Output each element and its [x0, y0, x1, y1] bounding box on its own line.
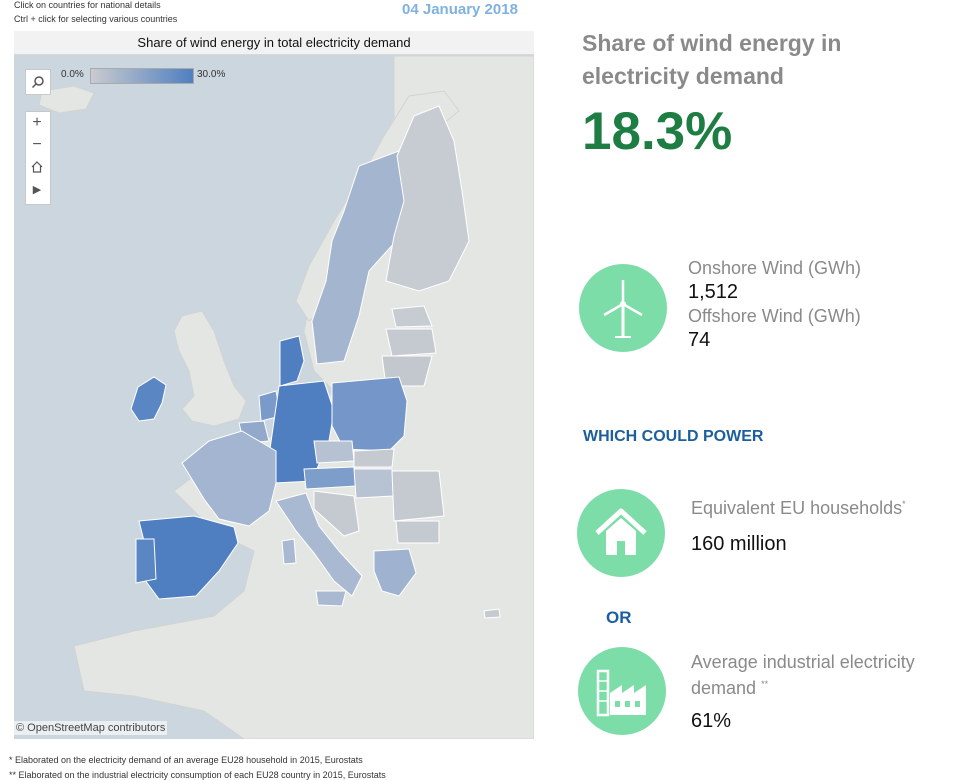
country-hungary [353, 468, 395, 499]
footnote-industrial: ** Elaborated on the industrial electric… [9, 770, 386, 780]
offshore-label: Offshore Wind (GWh) [688, 306, 861, 326]
country-latvia [385, 328, 437, 357]
households-value: 160 million [691, 533, 787, 555]
country-france [181, 430, 277, 527]
search-icon [31, 76, 44, 89]
land-britain [173, 310, 247, 427]
legend-min-label: 0.0% [61, 69, 84, 80]
households-label: Equivalent EU households* [691, 498, 906, 519]
legend-color-bar [90, 68, 194, 84]
wind-turbine-badge [579, 264, 667, 352]
industrial-label-line1: Average industrial electricity [691, 652, 915, 672]
country-romania [391, 470, 445, 522]
zoom-out-button[interactable]: − [26, 134, 48, 156]
country-slovenia-croatia [313, 490, 360, 537]
play-button[interactable]: ▶ [26, 179, 48, 201]
map-attribution[interactable]: © OpenStreetMap contributors [14, 721, 168, 735]
country-sicily [315, 590, 347, 607]
country-greece [373, 548, 417, 597]
country-bulgaria [395, 520, 440, 544]
industrial-label: demand ** [691, 678, 768, 699]
wind-share-value: 18.3% [582, 102, 733, 161]
summary-title: Share of wind energy in electricity dema… [582, 30, 842, 89]
industrial-value: 61% [691, 710, 732, 732]
country-portugal [135, 538, 157, 584]
industrial-label-line2: demand [691, 678, 757, 698]
country-estonia [391, 305, 433, 328]
industry-badge [578, 647, 666, 735]
factory-icon [596, 669, 646, 717]
could-power-heading: WHICH COULD POWER [583, 428, 764, 445]
date-label: 04 January 2018 [402, 1, 518, 18]
household-badge [577, 489, 665, 577]
home-icon [31, 161, 43, 173]
or-label: OR [606, 608, 632, 627]
industrial-footnote-mark: ** [761, 679, 769, 689]
country-sardinia [281, 538, 297, 565]
households-label-text: Equivalent EU households [691, 498, 903, 518]
country-denmark [279, 335, 305, 387]
country-czechia [313, 440, 355, 464]
country-austria [303, 466, 357, 490]
hint-click-countries: Click on countries for national details [14, 0, 161, 10]
country-polygons[interactable] [130, 105, 501, 619]
europe-map[interactable]: Share of wind energy in total electricit… [14, 31, 534, 739]
footnote-households: * Elaborated on the electricity demand o… [9, 755, 363, 765]
households-footnote-mark: * [902, 499, 906, 509]
map-title: Share of wind energy in total electricit… [14, 31, 534, 55]
country-finland [385, 105, 470, 292]
zoom-in-button[interactable]: + [26, 112, 48, 134]
country-poland [331, 376, 408, 452]
onshore-value: 1,512 [688, 281, 739, 303]
land-iceland [38, 85, 95, 114]
map-canvas[interactable] [14, 31, 534, 739]
onshore-label: Onshore Wind (GWh) [688, 258, 862, 278]
map-search-button[interactable] [25, 69, 51, 95]
country-slovakia [353, 448, 395, 468]
legend-max-label: 30.0% [197, 69, 226, 80]
country-cyprus [483, 608, 501, 619]
home-button[interactable] [26, 156, 48, 178]
hint-ctrl-click: Ctrl + click for selecting various count… [14, 14, 178, 24]
country-italy [275, 492, 363, 597]
offshore-value: 74 [688, 329, 711, 351]
country-ireland [130, 376, 167, 422]
wind-turbine-icon [603, 280, 643, 338]
house-icon [595, 508, 647, 555]
